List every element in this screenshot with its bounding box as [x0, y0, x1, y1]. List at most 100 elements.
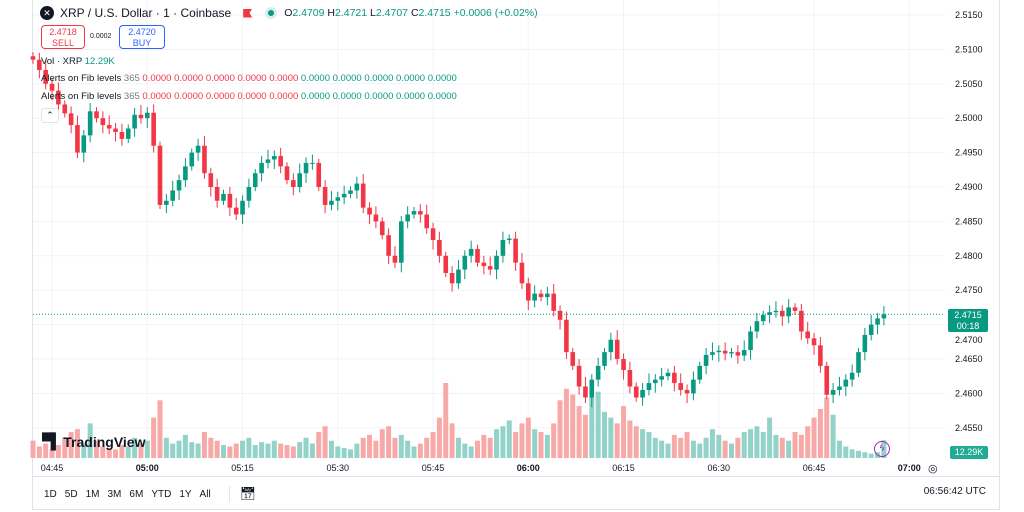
candle-body — [729, 352, 734, 354]
candle-body — [716, 350, 722, 353]
ohlc-values: O2.4709 H2.4721 L2.4707 C2.4715 +0.0006 … — [284, 7, 538, 19]
volume-bar — [589, 397, 595, 458]
volume-bar — [633, 426, 639, 458]
candle-body — [475, 248, 480, 263]
bar-countdown: 00:18 — [956, 321, 980, 331]
volume-bar — [49, 449, 55, 458]
volume-bar — [36, 446, 42, 458]
volume-bar — [328, 440, 334, 458]
candle-body — [735, 352, 741, 356]
volume-bar — [773, 434, 779, 458]
candle-body — [513, 238, 518, 263]
volume-tag: 12.29K — [950, 446, 988, 459]
range-all[interactable]: All — [199, 488, 211, 500]
volume-bar — [163, 437, 169, 458]
range-6m[interactable]: 6M — [129, 488, 144, 500]
volume-bar — [100, 446, 106, 458]
candle-body — [672, 372, 677, 384]
candle-body — [87, 111, 93, 136]
fib-legend-2[interactable]: Alerts on Fib levels 365 0.0000 0.0000 0… — [41, 91, 457, 102]
price-tick: 2.5100 — [955, 44, 983, 54]
candle-body — [500, 239, 506, 256]
price-tick: 2.4700 — [955, 335, 983, 345]
volume-bar — [627, 420, 633, 458]
candle-body — [856, 352, 861, 373]
volume-bar — [608, 417, 614, 458]
price-tick: 2.4600 — [955, 388, 983, 398]
volume-bar — [430, 432, 436, 458]
buy-button[interactable]: 2.4720 BUY — [119, 25, 165, 49]
volume-bar — [792, 432, 798, 458]
volume-bar — [455, 437, 461, 458]
candle-body — [608, 339, 614, 353]
candle-body — [189, 152, 195, 167]
range-1m[interactable]: 1M — [85, 488, 100, 500]
candle-body — [773, 310, 779, 313]
candle-body — [437, 239, 442, 256]
candle-body — [227, 193, 233, 208]
candle-body — [754, 321, 760, 332]
volume-bar — [195, 443, 201, 458]
candle-body — [633, 386, 639, 398]
volume-bar — [360, 437, 366, 458]
candle-body — [151, 112, 156, 146]
volume-bar — [119, 445, 125, 458]
volume-bar — [462, 443, 468, 458]
lightning-icon[interactable]: ϟ — [874, 441, 890, 457]
candle-body — [748, 331, 753, 351]
candle-body — [379, 221, 385, 236]
candle-body — [665, 372, 671, 377]
candle-body — [37, 59, 42, 71]
candle-body — [792, 307, 798, 311]
volume-bar — [417, 443, 423, 458]
flag-icon[interactable] — [243, 8, 253, 18]
candle-body — [875, 318, 880, 325]
candle-body — [75, 125, 80, 153]
volume-bar — [170, 443, 176, 458]
settings-icon[interactable]: ◎ — [928, 463, 938, 475]
volume-bar — [113, 449, 119, 458]
sell-button[interactable]: 2.4718 SELL — [41, 25, 85, 49]
range-5d[interactable]: 5D — [64, 488, 78, 500]
candle-body — [43, 70, 48, 84]
calendar-icon[interactable]: 📅︎ — [228, 486, 256, 502]
range-1d[interactable]: 1D — [44, 488, 57, 500]
candle-body — [303, 162, 309, 174]
candle-body — [551, 293, 556, 311]
range-ytd[interactable]: YTD — [151, 488, 172, 500]
volume-bar — [506, 420, 512, 458]
volume-legend[interactable]: Vol · XRP 12.29K — [41, 56, 115, 67]
volume-bar — [157, 400, 163, 458]
volume-bar — [271, 440, 277, 458]
candle-body — [164, 200, 169, 205]
candle-body — [195, 145, 201, 153]
divider — [32, 476, 1000, 477]
chevron-up-icon[interactable]: ⌃ — [41, 108, 59, 123]
symbol-title[interactable]: XRP / U.S. Dollar · 1 · Coinbase — [60, 6, 232, 20]
volume-bar — [106, 447, 112, 458]
candle-body — [202, 145, 207, 174]
volume-bar — [348, 449, 353, 458]
volume-bar — [176, 440, 182, 458]
fib-legend-1[interactable]: Alerts on Fib levels 365 0.0000 0.0000 0… — [41, 73, 457, 84]
candle-body — [81, 135, 87, 153]
volume-bar — [652, 437, 658, 458]
candle-body — [481, 262, 487, 267]
range-3m[interactable]: 3M — [107, 488, 122, 500]
candle-body — [837, 386, 842, 390]
volume-bar — [729, 443, 734, 458]
volume-bar — [602, 411, 607, 458]
clock[interactable]: 06:56:42 UTC — [923, 486, 986, 497]
candle-body — [659, 376, 664, 380]
candle-body — [56, 90, 61, 105]
sell-price: 2.4718 — [49, 27, 77, 37]
candle-body — [621, 359, 626, 371]
candle-body — [443, 255, 449, 273]
range-1y[interactable]: 1Y — [179, 488, 192, 500]
volume-bar — [843, 446, 849, 458]
volume-bar — [424, 437, 430, 458]
price-tick: 2.4800 — [955, 251, 983, 261]
candle-body — [278, 156, 283, 167]
volume-bar — [367, 434, 373, 458]
